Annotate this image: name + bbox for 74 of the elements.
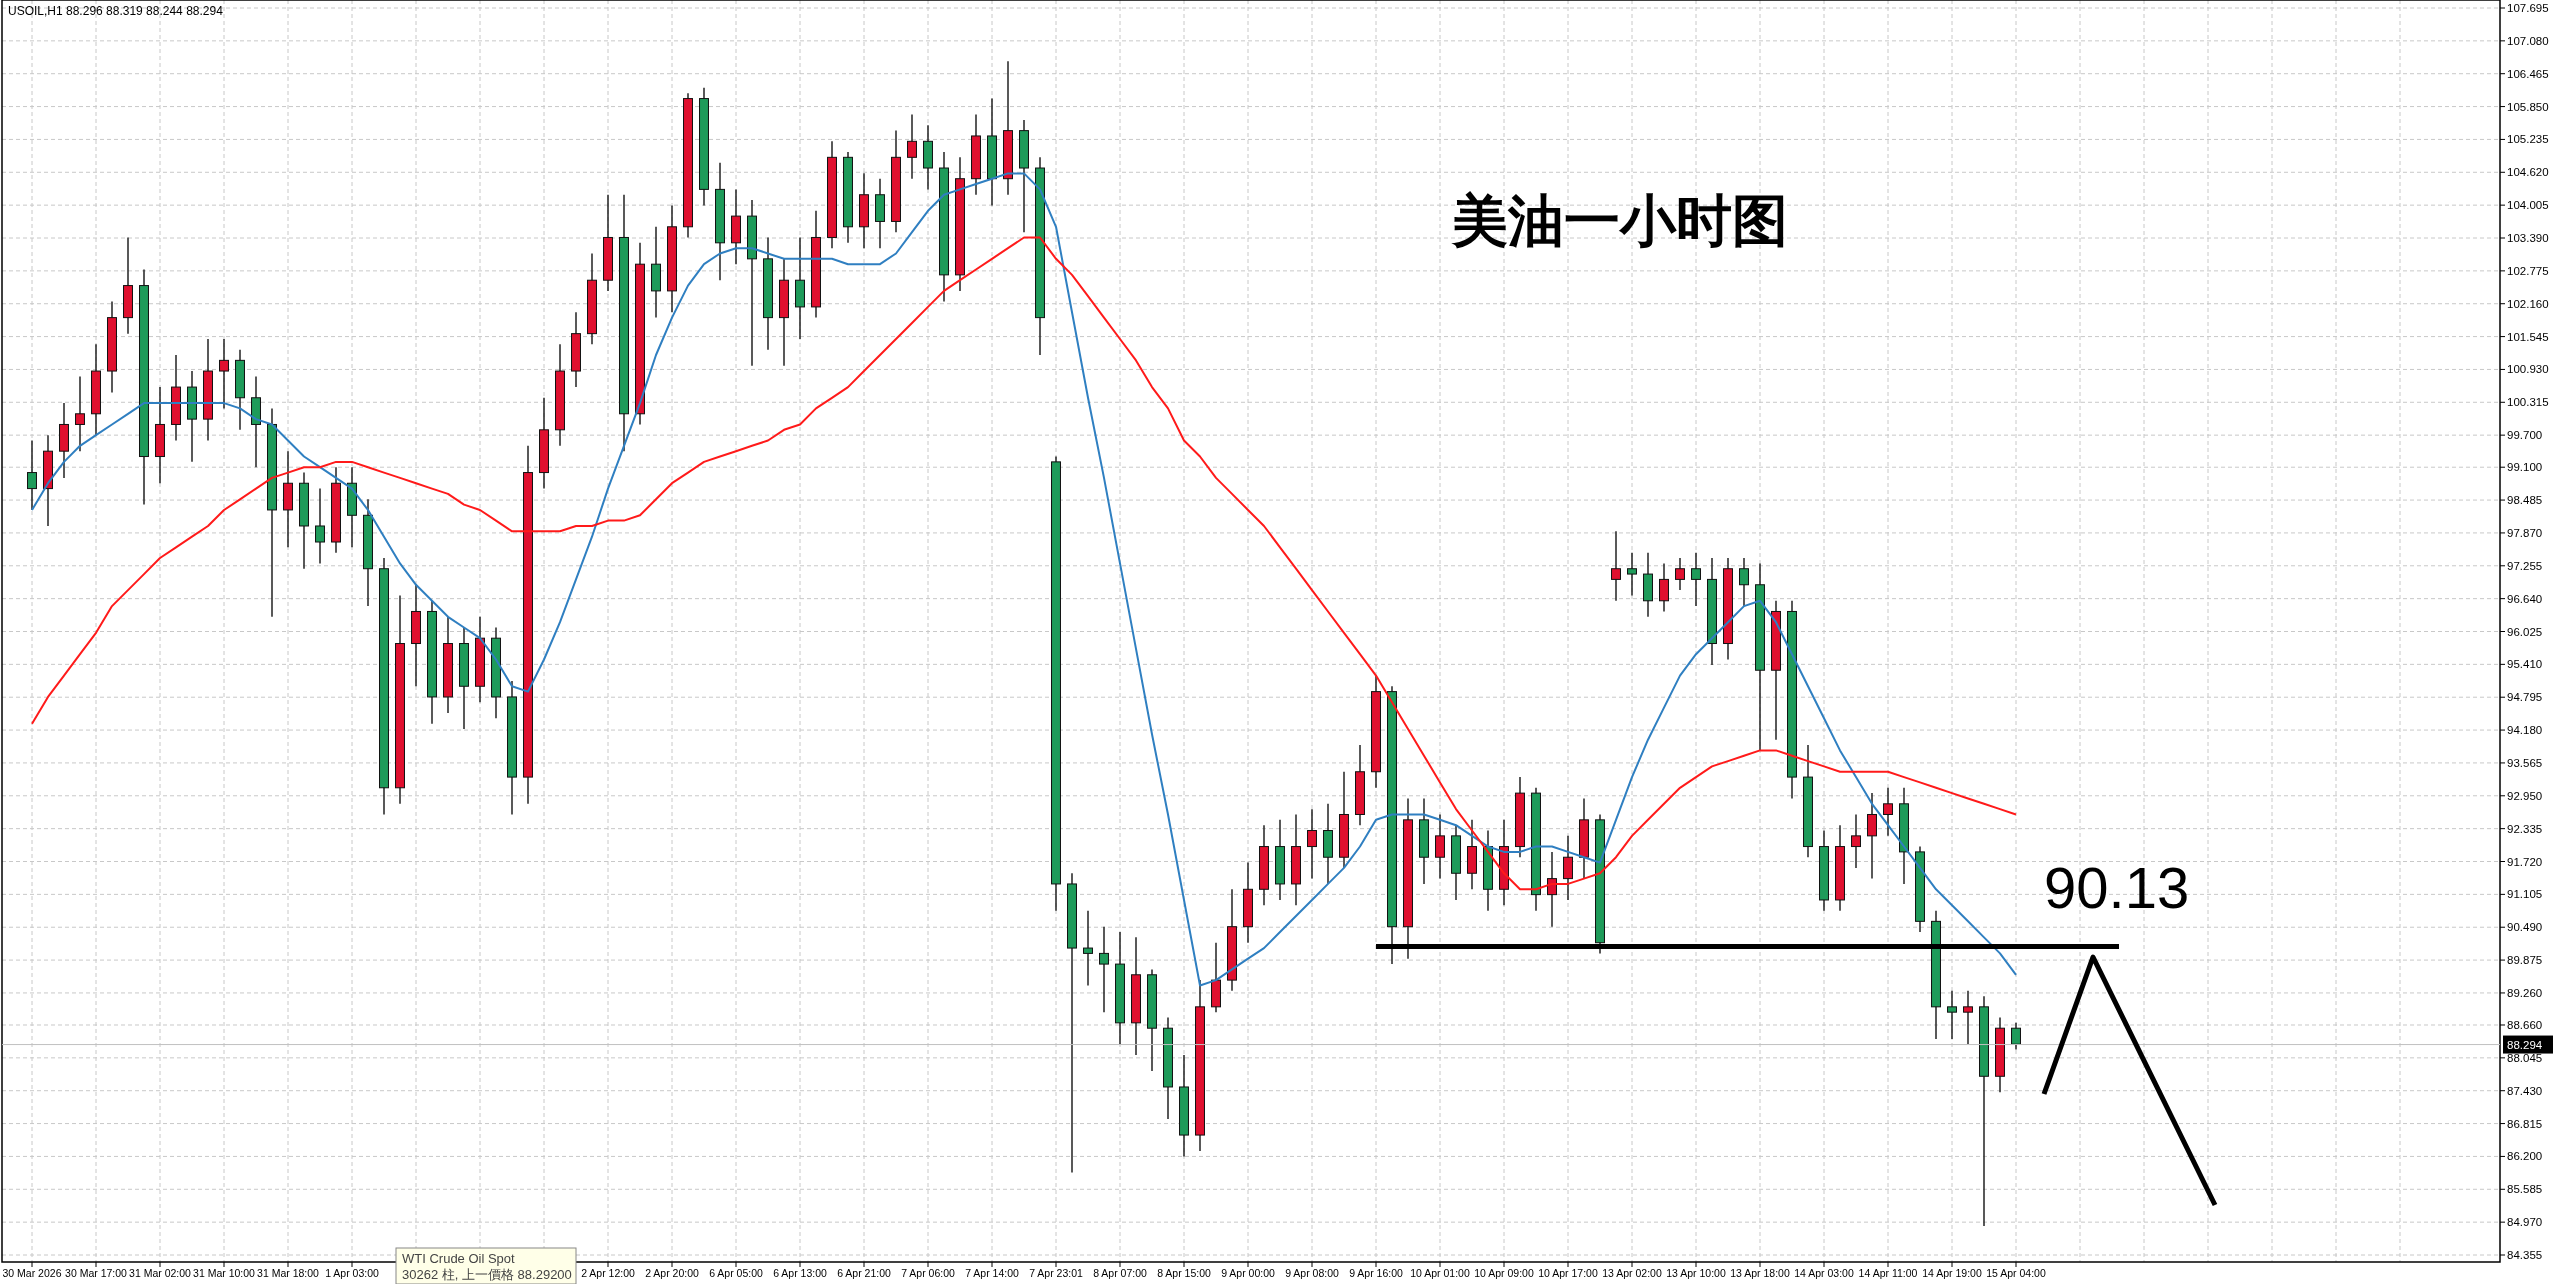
text: 美油一小时图 xyxy=(1451,189,1788,252)
x-tick-label: 31 Mar 18:00 xyxy=(257,1267,320,1279)
y-tick-label: 97.870 xyxy=(2507,526,2543,539)
y-tick-label: 99.700 xyxy=(2507,429,2543,442)
x-tick-label: 13 Apr 18:00 xyxy=(1730,1267,1790,1279)
y-tick-label: 102.160 xyxy=(2507,297,2549,310)
y-tick-label: 102.775 xyxy=(2507,264,2549,277)
x-tick-label: 31 Mar 02:00 xyxy=(129,1267,192,1279)
y-tick-label: 96.640 xyxy=(2507,592,2543,605)
y-tick-label: 106.465 xyxy=(2507,67,2549,80)
y-tick-label: 94.795 xyxy=(2507,691,2543,704)
x-tick-label: 15 Apr 04:00 xyxy=(1986,1267,2046,1279)
y-tick-label: 88.660 xyxy=(2507,1018,2543,1031)
x-tick-label: 14 Apr 11:00 xyxy=(1858,1267,1918,1279)
x-tick-label: 10 Apr 01:00 xyxy=(1410,1267,1470,1279)
x-tick-label: 8 Apr 07:00 xyxy=(1093,1267,1148,1279)
y-tick-label: 88.045 xyxy=(2507,1051,2543,1064)
y-tick-label: 107.080 xyxy=(2507,34,2549,47)
y-tick-label: 89.260 xyxy=(2507,986,2543,999)
ref-line-label: 88.294 xyxy=(2507,1038,2543,1051)
y-tick-label: 89.875 xyxy=(2507,954,2543,967)
y-tick-label: 92.335 xyxy=(2507,822,2543,835)
x-tick-label: 9 Apr 16:00 xyxy=(1349,1267,1404,1279)
x-tick-label: 30 Mar 2026 xyxy=(2,1267,62,1279)
x-tick-label: 8 Apr 15:00 xyxy=(1157,1267,1212,1279)
y-tick-label: 90.490 xyxy=(2507,921,2543,934)
ref-line-label: 90.13 xyxy=(2044,855,2190,921)
x-tick-label: 13 Apr 02:00 xyxy=(1602,1267,1662,1279)
x-tick-label: 9 Apr 08:00 xyxy=(1285,1267,1340,1279)
y-tick-label: 94.180 xyxy=(2507,724,2543,737)
y-tick-label: 97.255 xyxy=(2507,559,2543,572)
y-tick-label: 86.200 xyxy=(2507,1150,2543,1163)
x-tick-label: 1 Apr 03:00 xyxy=(325,1267,380,1279)
y-tick-label: 98.485 xyxy=(2507,494,2543,507)
x-tick-label: 9 Apr 00:00 xyxy=(1221,1267,1276,1279)
y-tick-label: 93.565 xyxy=(2507,756,2543,769)
y-tick-label: 100.930 xyxy=(2507,363,2549,376)
y-tick-label: 101.545 xyxy=(2507,330,2549,343)
y-tick-label: 105.235 xyxy=(2507,133,2549,146)
x-tick-label: 14 Apr 19:00 xyxy=(1922,1267,1982,1279)
chart-subtitle: USOIL,H1 88.296 88.319 88.244 88.294 xyxy=(8,4,224,18)
y-tick-label: 100.315 xyxy=(2507,396,2549,409)
x-tick-label: 7 Apr 23:01 xyxy=(1029,1267,1084,1279)
x-tick-label: 6 Apr 05:00 xyxy=(709,1267,764,1279)
y-tick-label: 92.950 xyxy=(2507,789,2543,802)
y-tick-label: 104.620 xyxy=(2507,166,2549,179)
y-tick-label: 84.355 xyxy=(2507,1249,2543,1261)
x-tick-label: 30 Mar 17:00 xyxy=(65,1267,128,1279)
annotation: WTI Crude Oil Spot xyxy=(402,1251,516,1266)
x-tick-label: 13 Apr 10:00 xyxy=(1666,1267,1726,1279)
y-tick-label: 87.430 xyxy=(2507,1084,2543,1097)
y-tick-label: 99.100 xyxy=(2507,461,2543,474)
x-tick-label: 14 Apr 03:00 xyxy=(1794,1267,1854,1279)
x-tick-label: 7 Apr 14:00 xyxy=(965,1267,1020,1279)
x-tick-label: 6 Apr 21:00 xyxy=(837,1267,892,1279)
y-tick-label: 104.005 xyxy=(2507,199,2549,212)
x-tick-label: 2 Apr 20:00 xyxy=(645,1267,700,1279)
x-tick-label: 10 Apr 09:00 xyxy=(1474,1267,1534,1279)
y-tick-label: 107.695 xyxy=(2507,2,2549,14)
y-tick-label: 86.815 xyxy=(2507,1117,2543,1130)
x-tick-label: 7 Apr 06:00 xyxy=(901,1267,956,1279)
y-tick-label: 105.850 xyxy=(2507,100,2549,113)
y-tick-label: 96.025 xyxy=(2507,625,2543,638)
y-tick-label: 91.105 xyxy=(2507,888,2543,901)
y-tick-label: 84.970 xyxy=(2507,1216,2543,1229)
x-tick-label: 31 Mar 10:00 xyxy=(193,1267,256,1279)
y-tick-label: 95.410 xyxy=(2507,658,2543,671)
y-tick-label: 85.585 xyxy=(2507,1183,2543,1196)
y-tick-label: 103.390 xyxy=(2507,232,2549,245)
x-tick-label: 6 Apr 13:00 xyxy=(773,1267,828,1279)
x-tick-label: 2 Apr 12:00 xyxy=(581,1267,636,1279)
y-tick-label: 91.720 xyxy=(2507,855,2543,868)
x-tick-label: 10 Apr 17:00 xyxy=(1538,1267,1598,1279)
text: 30262 柱, 上一價格 88.29200 xyxy=(402,1267,572,1282)
